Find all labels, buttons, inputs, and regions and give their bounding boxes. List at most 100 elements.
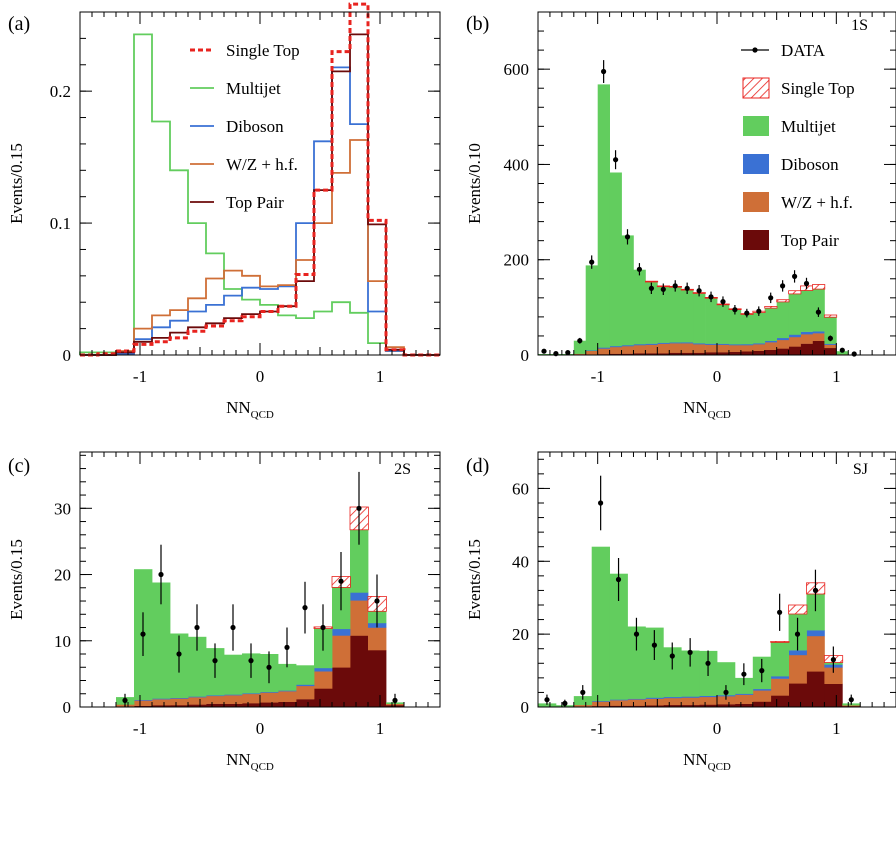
legend-b-marker-0 — [752, 47, 758, 53]
x-tick-label: -1 — [591, 367, 605, 386]
bar-w-z-h-f- — [752, 344, 766, 351]
data-point — [636, 266, 643, 272]
bar-single-top — [645, 280, 659, 283]
bar-diboson — [609, 699, 628, 701]
bar-top-pair — [705, 352, 718, 356]
data-point — [744, 310, 750, 316]
bar-multijet — [681, 289, 694, 343]
data-point — [624, 234, 631, 240]
bar-w-z-h-f- — [332, 635, 351, 668]
bar-w-z-h-f- — [170, 698, 189, 706]
bar-single-top — [764, 305, 778, 309]
bar-w-z-h-f- — [645, 344, 658, 354]
bar-w-z-h-f- — [764, 342, 777, 350]
bar-w-z-h-f- — [717, 696, 736, 705]
bar-w-z-h-f- — [152, 699, 171, 706]
bar-top-pair — [717, 704, 736, 708]
x-tick-label: -1 — [133, 367, 147, 386]
data-point — [140, 631, 146, 637]
panel-b-tag: 1S — [851, 17, 868, 34]
bar-diboson — [776, 337, 789, 341]
bar-top-pair — [663, 704, 682, 708]
bar-diboson — [669, 342, 682, 344]
data-point — [230, 624, 236, 631]
data-point — [705, 660, 711, 666]
data-point — [615, 576, 622, 583]
bar-diboson — [645, 343, 658, 345]
bar-w-z-h-f- — [597, 348, 610, 355]
bar-top-pair — [206, 703, 225, 708]
bar-w-z-h-f- — [663, 697, 682, 706]
bar-multijet — [645, 281, 658, 344]
data-point — [839, 347, 845, 353]
bar-multijet — [681, 650, 700, 697]
bar-w-z-h-f- — [573, 353, 587, 355]
bar-w-z-h-f- — [699, 696, 718, 705]
bar-top-pair — [788, 346, 801, 356]
bar-diboson — [717, 343, 730, 345]
bar-top-pair — [621, 353, 634, 356]
bar-multijet — [776, 301, 789, 339]
bar-diboson — [633, 344, 646, 346]
data-point — [374, 598, 380, 604]
bar-multijet — [663, 647, 682, 698]
panel-a-label: (a) — [8, 13, 30, 35]
bar-w-z-h-f- — [669, 343, 682, 353]
x-tick-label: 1 — [376, 367, 385, 386]
legend-b-label-1: Single Top — [781, 79, 855, 98]
data-point — [669, 653, 675, 659]
bar-single-top — [770, 641, 790, 643]
bar-multijet — [188, 636, 207, 697]
bar-w-z-h-f- — [752, 690, 772, 702]
bar-top-pair — [752, 350, 766, 356]
panel-a: (a) -1 0 1 0 0.1 0.2 NNQCD Events/0.15 Single To… — [7, 2, 441, 421]
panel-d-label: (d) — [466, 455, 489, 477]
legend-b-swatch-5 — [743, 230, 769, 250]
bar-w-z-h-f- — [740, 345, 754, 352]
bar-top-pair — [645, 353, 658, 356]
y-tick-label: 40 — [512, 552, 529, 571]
panel-d-tag: SJ — [853, 461, 868, 478]
data-point — [830, 657, 837, 663]
bar-multijet — [728, 309, 742, 345]
bar-diboson — [699, 695, 718, 698]
bar-top-pair — [717, 352, 730, 356]
bar-w-z-h-f- — [368, 627, 387, 651]
bar-diboson — [350, 592, 369, 601]
bar-multijet — [609, 172, 622, 347]
bar-top-pair — [170, 705, 189, 708]
bar-single-top — [776, 299, 790, 303]
bar-multijet — [836, 351, 849, 355]
bar-w-z-h-f- — [728, 345, 742, 352]
x-tick-label: 1 — [832, 367, 841, 386]
data-point — [392, 697, 398, 704]
bar-w-z-h-f- — [657, 343, 670, 354]
x-tick-label: 0 — [256, 367, 265, 386]
series-line-multijet — [79, 33, 440, 356]
bar-diboson — [734, 693, 754, 695]
bar-diboson — [152, 698, 171, 700]
bar-diboson — [681, 696, 700, 698]
bar-top-pair — [609, 353, 622, 356]
bar-multijet — [224, 654, 243, 695]
bar-w-z-h-f- — [134, 700, 153, 706]
data-point — [756, 308, 762, 314]
bar-diboson — [728, 344, 742, 346]
data-point — [815, 309, 822, 315]
data-point — [577, 338, 583, 344]
data-point — [122, 697, 128, 704]
y-tick-label: 0 — [521, 698, 530, 717]
data-point — [720, 299, 726, 305]
data-point — [194, 624, 200, 631]
data-point — [848, 697, 854, 703]
y-axis-label: Events/0.15 — [7, 539, 26, 620]
y-tick-label: 0 — [63, 346, 72, 365]
data-point — [651, 642, 658, 648]
bar-w-z-h-f- — [591, 701, 610, 707]
y-tick-label: 60 — [512, 479, 529, 498]
bar-multijet — [573, 340, 587, 354]
bar-top-pair — [627, 705, 646, 708]
bar-multijet — [788, 293, 801, 335]
